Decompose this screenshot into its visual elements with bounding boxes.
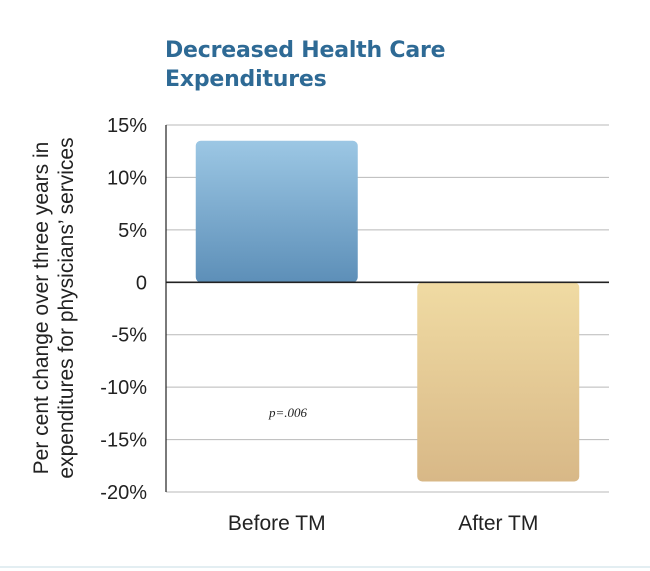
bar-after-tm [417, 282, 580, 482]
y-axis-title: Per cent change over three years inexpen… [30, 137, 78, 478]
y-tick-label: -10% [100, 377, 147, 399]
bar-before-tm [195, 140, 358, 283]
chart-title: Decreased Health Care Expenditures [165, 38, 446, 92]
x-tick-label-after-tm: After TM [458, 512, 538, 535]
p-value-annotation: p=.006 [268, 405, 308, 420]
y-axis-title-line: Per cent change over three years in [30, 142, 53, 475]
y-tick-label: 0 [136, 272, 147, 294]
y-tick-label: -15% [100, 430, 147, 452]
bottom-divider [0, 566, 650, 568]
labels: 15% 10% 5% 0 -5% -10% -15% -20% Before TM After T… [30, 115, 538, 535]
y-tick-label: 5% [118, 220, 147, 242]
y-tick-label: -20% [100, 482, 147, 504]
y-tick-label: 15% [107, 115, 147, 137]
y-tick-label: 10% [107, 167, 147, 189]
bars [195, 140, 580, 482]
x-tick-label-before-tm: Before TM [228, 512, 326, 535]
y-axis-title-line: expenditures for physicians’ services [55, 137, 78, 478]
axes [165, 125, 609, 492]
y-tick-label: -5% [111, 325, 147, 347]
